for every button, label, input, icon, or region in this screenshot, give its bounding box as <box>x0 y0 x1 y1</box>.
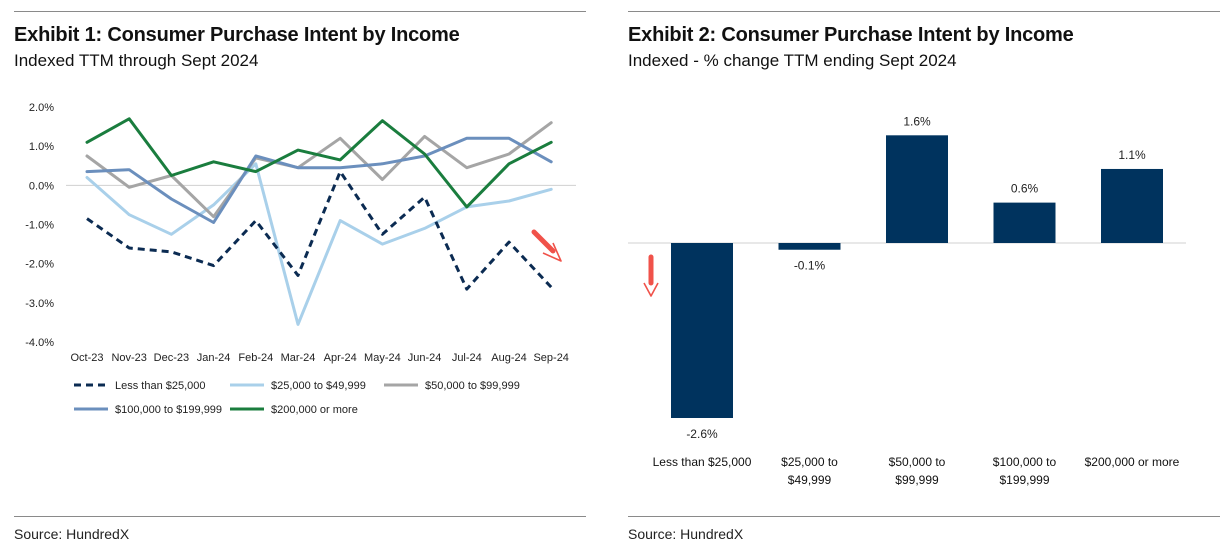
category-label-3: $100,000 to <box>993 455 1057 469</box>
exhibit1-subtitle: Indexed TTM through Sept 2024 <box>14 51 259 70</box>
down-arrow-icon <box>643 254 659 297</box>
series-line-3 <box>85 136 553 224</box>
y-tick-label: -1.0% <box>25 220 54 232</box>
category-label-4: $200,000 or more <box>1085 455 1180 469</box>
legend-label-1: $25,000 to $49,999 <box>271 380 366 392</box>
y-tick-label: -4.0% <box>25 337 54 349</box>
legend-label-0: Less than $25,000 <box>115 380 206 392</box>
legend-label-2: $50,000 to $99,999 <box>425 380 520 392</box>
exhibit1-bottom-rule <box>14 516 586 517</box>
category-label-0: Less than $25,000 <box>653 455 752 469</box>
exhibit2-panel: Exhibit 2: Consumer Purchase Intent by I… <box>614 0 1220 559</box>
bar-0 <box>671 243 733 418</box>
data-label-0: -2.6% <box>686 427 718 441</box>
x-tick-label: Jun-24 <box>408 352 442 364</box>
series-line-2 <box>85 121 553 219</box>
x-tick-label: Dec-23 <box>154 352 189 364</box>
bar-4 <box>1101 168 1163 243</box>
x-tick-label: Sep-24 <box>533 352 568 364</box>
x-tick-label: May-24 <box>364 352 401 364</box>
x-tick-label: Jul-24 <box>452 352 482 364</box>
x-tick-label: Feb-24 <box>238 352 273 364</box>
exhibit1-line-chart: 2.0% 1.0% 0.0% -1.0% -2.0% -3.0% -4.0% Oct-23 No… <box>25 102 576 416</box>
category-label-2: $99,999 <box>895 473 939 487</box>
exhibit2-title: Exhibit 2: Consumer Purchase Intent by I… <box>628 24 1074 46</box>
x-tick-label: Nov-23 <box>111 352 146 364</box>
data-label-3: 0.6% <box>1011 182 1039 196</box>
exhibit1-title: Exhibit 1: Consumer Purchase Intent by I… <box>14 24 460 46</box>
x-tick-label: Aug-24 <box>491 352 526 364</box>
category-label-2: $50,000 to <box>889 455 946 469</box>
y-tick-label: -3.0% <box>25 298 54 310</box>
bar-3 <box>993 202 1056 243</box>
x-tick-label: Mar-24 <box>281 352 316 364</box>
series-line-0 <box>86 170 553 291</box>
bar-1 <box>778 243 841 250</box>
exhibit1-top-rule <box>14 11 586 12</box>
series-line-1 <box>85 162 553 326</box>
x-tick-label: Apr-24 <box>324 352 357 364</box>
data-label-2: 1.6% <box>903 114 931 128</box>
exhibit2-bar-chart: -2.6% Less than $25,000 -0.1% $25,000 to $49… <box>628 114 1186 487</box>
category-label-1: $49,999 <box>788 473 832 487</box>
exhibit2-source: Source: HundredX <box>628 526 744 542</box>
category-label-3: $199,999 <box>999 473 1049 487</box>
data-label-1: -0.1% <box>794 259 826 273</box>
exhibit2-subtitle: Indexed - % change TTM ending Sept 2024 <box>628 51 957 70</box>
y-tick-label: 1.0% <box>29 141 54 153</box>
bar-2 <box>886 135 948 243</box>
x-tick-label: Jan-24 <box>197 352 231 364</box>
series-line-4 <box>85 117 553 209</box>
down-right-arrow-icon <box>531 229 562 262</box>
legend-label-4: $200,000 or more <box>271 404 358 416</box>
exhibit2-top-rule <box>628 11 1220 12</box>
y-tick-label: 0.0% <box>29 180 54 192</box>
y-tick-label: 2.0% <box>29 102 54 114</box>
exhibit1-source: Source: HundredX <box>14 526 130 542</box>
category-label-1: $25,000 to <box>781 455 838 469</box>
exhibit1-panel: Exhibit 1: Consumer Purchase Intent by I… <box>0 0 600 559</box>
legend-label-3: $100,000 to $199,999 <box>115 404 222 416</box>
y-tick-label: -2.0% <box>25 259 54 271</box>
exhibit2-bottom-rule <box>628 516 1220 517</box>
x-tick-label: Oct-23 <box>70 352 103 364</box>
data-label-4: 1.1% <box>1118 148 1146 162</box>
